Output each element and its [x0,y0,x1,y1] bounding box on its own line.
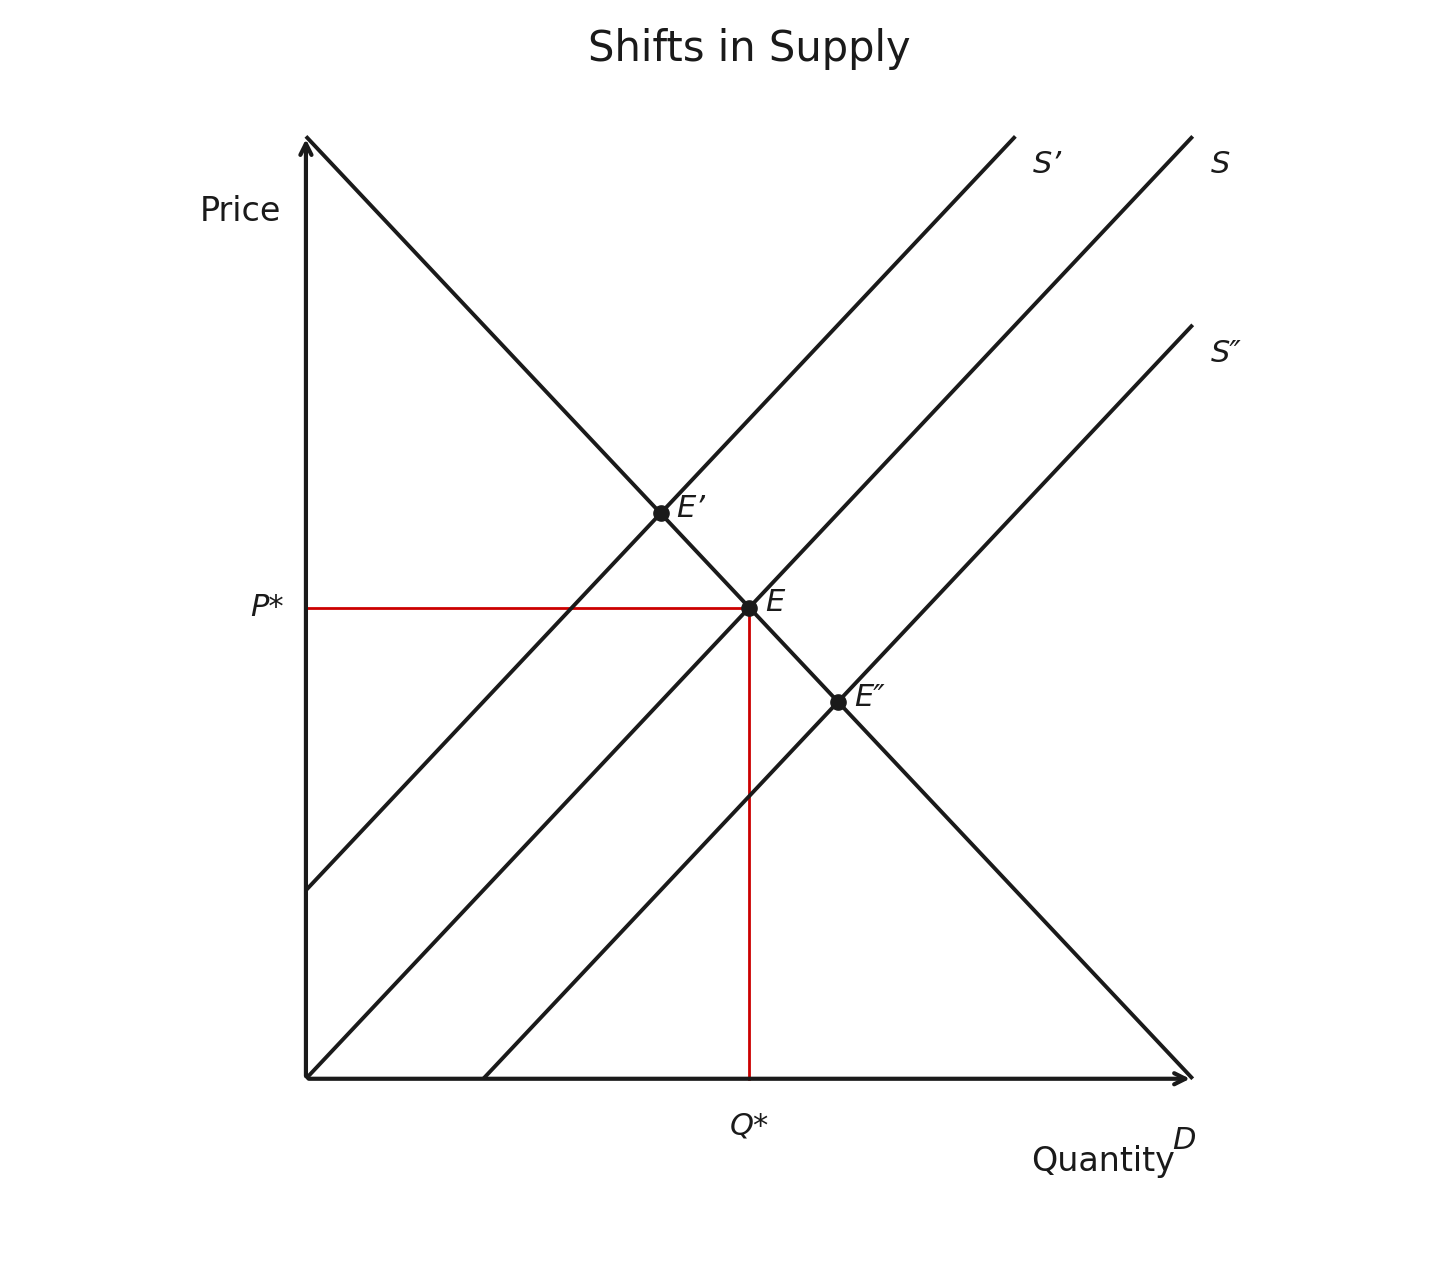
Text: E’: E’ [677,495,706,523]
Text: E: E [765,588,784,617]
Text: Price: Price [199,195,281,228]
Text: P*: P* [251,593,284,622]
Point [827,691,850,711]
Text: Q*: Q* [729,1112,769,1141]
Point [738,598,761,618]
Text: S: S [1210,150,1229,180]
Text: Quantity: Quantity [1032,1145,1174,1178]
Point [648,504,672,524]
Text: S″: S″ [1210,339,1241,367]
Text: S’: S’ [1033,150,1062,180]
Title: Shifts in Supply: Shifts in Supply [588,28,911,70]
Text: D: D [1172,1126,1196,1155]
Text: E″: E″ [855,682,885,711]
